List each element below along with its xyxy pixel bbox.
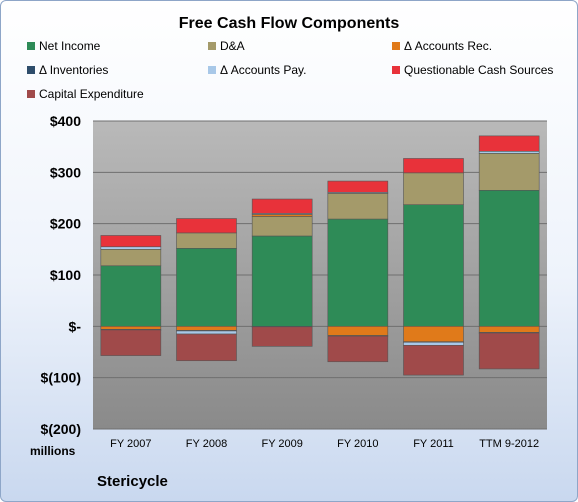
legend-item: Net Income — [27, 39, 100, 53]
y-tick-label: $300 — [50, 164, 81, 180]
legend-swatch — [27, 42, 35, 50]
legend-label: Δ Accounts Rec. — [404, 39, 493, 53]
bar-segment — [100, 265, 162, 327]
legend-swatch — [27, 90, 35, 98]
y-tick-label: $200 — [50, 216, 81, 232]
bar-segment — [478, 153, 540, 191]
units-label: millions — [30, 444, 76, 458]
bar-segment — [100, 246, 162, 250]
bar-segment — [478, 190, 540, 327]
bar-segment — [478, 332, 540, 370]
legend-swatch — [27, 66, 35, 74]
bar-segment — [478, 150, 540, 154]
legend-label: Capital Expenditure — [39, 87, 144, 101]
bar-segment — [176, 218, 237, 234]
bar-segment — [403, 341, 464, 346]
bar-segment — [176, 248, 237, 327]
bar-segment — [100, 326, 162, 330]
bar-segment — [251, 216, 313, 237]
bar-segment — [327, 180, 389, 193]
legend-label: Δ Inventories — [39, 63, 109, 77]
bar-segment — [251, 326, 313, 347]
y-tick-label: $- — [69, 318, 82, 334]
x-tick-label: FY 2011 — [413, 438, 454, 450]
bar-segment — [100, 235, 162, 248]
legend-swatch — [208, 66, 216, 74]
bar-segment — [327, 218, 389, 327]
y-tick-label: $400 — [50, 113, 81, 129]
legend-swatch — [208, 42, 216, 50]
bar-segment — [327, 326, 389, 336]
legend-item: Δ Accounts Rec. — [392, 39, 492, 53]
legend-item: Δ Accounts Pay. — [208, 63, 307, 77]
legend-item: Questionable Cash Sources — [392, 63, 553, 77]
legend-item: Δ Inventories — [27, 63, 108, 77]
bar-segment — [403, 172, 464, 205]
x-tick-label: FY 2010 — [337, 438, 378, 450]
bar-segment — [327, 193, 389, 220]
legend-item: D&A — [208, 39, 245, 53]
bar-segment — [176, 330, 237, 335]
y-tick-label: $100 — [50, 267, 81, 283]
bar-segment — [403, 158, 464, 174]
bar-segment — [176, 232, 237, 249]
bar-segment — [251, 235, 313, 327]
company-name: Stericycle — [97, 473, 168, 490]
bar-segment — [327, 335, 389, 363]
bar-segment — [403, 326, 464, 343]
x-tick-label: FY 2007 — [110, 438, 151, 450]
bar-segment — [100, 329, 162, 356]
x-tick-label: FY 2008 — [186, 438, 227, 450]
bar-segment — [478, 135, 540, 152]
x-tick-label: TTM 9-2012 — [479, 438, 539, 450]
bar-segment — [251, 198, 313, 214]
bar-segment — [403, 204, 464, 327]
legend-swatch — [392, 66, 400, 74]
legend-item: Capital Expenditure — [27, 87, 144, 101]
x-tick-label: FY 2009 — [261, 438, 302, 450]
bar-segment — [403, 345, 464, 376]
bar-segment — [478, 326, 540, 333]
bar-segment — [251, 214, 313, 217]
legend-label: Δ Accounts Pay. — [220, 63, 307, 77]
bar-segment — [176, 333, 237, 362]
y-tick-label: $(100) — [41, 370, 81, 386]
y-tick-label: $(200) — [41, 421, 81, 437]
legend-swatch — [392, 42, 400, 50]
bar-segment — [176, 326, 237, 331]
legend-label: Questionable Cash Sources — [404, 63, 554, 77]
legend-label: Net Income — [39, 39, 101, 53]
legend-label: D&A — [220, 39, 245, 53]
bar-segment — [100, 249, 162, 267]
chart-title: Free Cash Flow Components — [178, 15, 400, 32]
